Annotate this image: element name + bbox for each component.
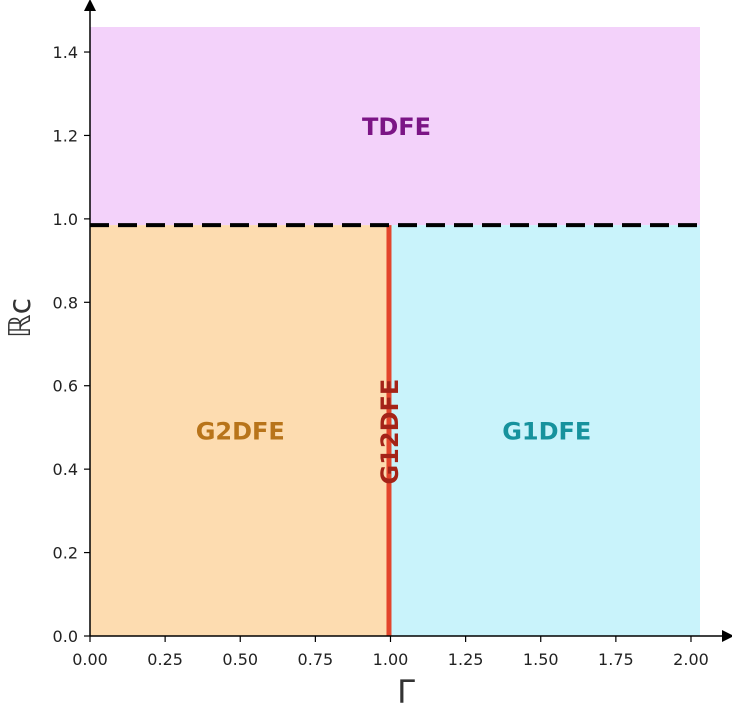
line-label-g12dfe: G12DFE bbox=[376, 379, 404, 485]
regions-layer bbox=[90, 27, 700, 637]
y-tick-label: 0.6 bbox=[53, 377, 78, 396]
y-tick-label: 0.2 bbox=[53, 544, 78, 563]
x-axis-label: Γ bbox=[397, 673, 415, 709]
y-tick-label: 0.8 bbox=[53, 293, 78, 312]
x-tick-label: 2.00 bbox=[673, 650, 709, 669]
y-ticks: 0.0 0.2 0.4 0.6 0.8 1.0 1.2 1.4 bbox=[53, 43, 90, 646]
x-tick-label: 0.75 bbox=[298, 650, 334, 669]
x-tick-label: 1.25 bbox=[448, 650, 484, 669]
region-label-g1dfe: G1DFE bbox=[502, 418, 591, 446]
y-tick-label: 0.0 bbox=[53, 627, 78, 646]
y-tick-label: 1.4 bbox=[53, 43, 78, 62]
region-g2dfe bbox=[90, 225, 389, 637]
y-tick-label: 1.0 bbox=[53, 210, 78, 229]
axes bbox=[84, 0, 732, 642]
x-tick-label: 0.50 bbox=[222, 650, 258, 669]
y-tick-label: 0.4 bbox=[53, 460, 78, 479]
y-axis-label: ℝc bbox=[3, 298, 38, 338]
region-label-g2dfe: G2DFE bbox=[196, 418, 285, 446]
x-ticks: 0.00 0.25 0.50 0.75 1.00 1.25 1.50 1.75 2.00 bbox=[72, 636, 709, 669]
region-g1dfe bbox=[388, 225, 700, 637]
region-labels: TDFE G2DFE G1DFE G12DFE bbox=[196, 113, 592, 484]
region-tdfe bbox=[90, 27, 700, 226]
x-tick-label: 0.25 bbox=[147, 650, 183, 669]
x-tick-label: 1.75 bbox=[598, 650, 634, 669]
x-tick-label: 1.00 bbox=[373, 650, 409, 669]
boundary-lines-layer bbox=[90, 223, 700, 636]
y-tick-label: 1.2 bbox=[53, 126, 78, 145]
region-label-tdfe: TDFE bbox=[362, 113, 431, 141]
x-tick-label: 0.00 bbox=[72, 650, 108, 669]
x-tick-label: 1.50 bbox=[523, 650, 559, 669]
